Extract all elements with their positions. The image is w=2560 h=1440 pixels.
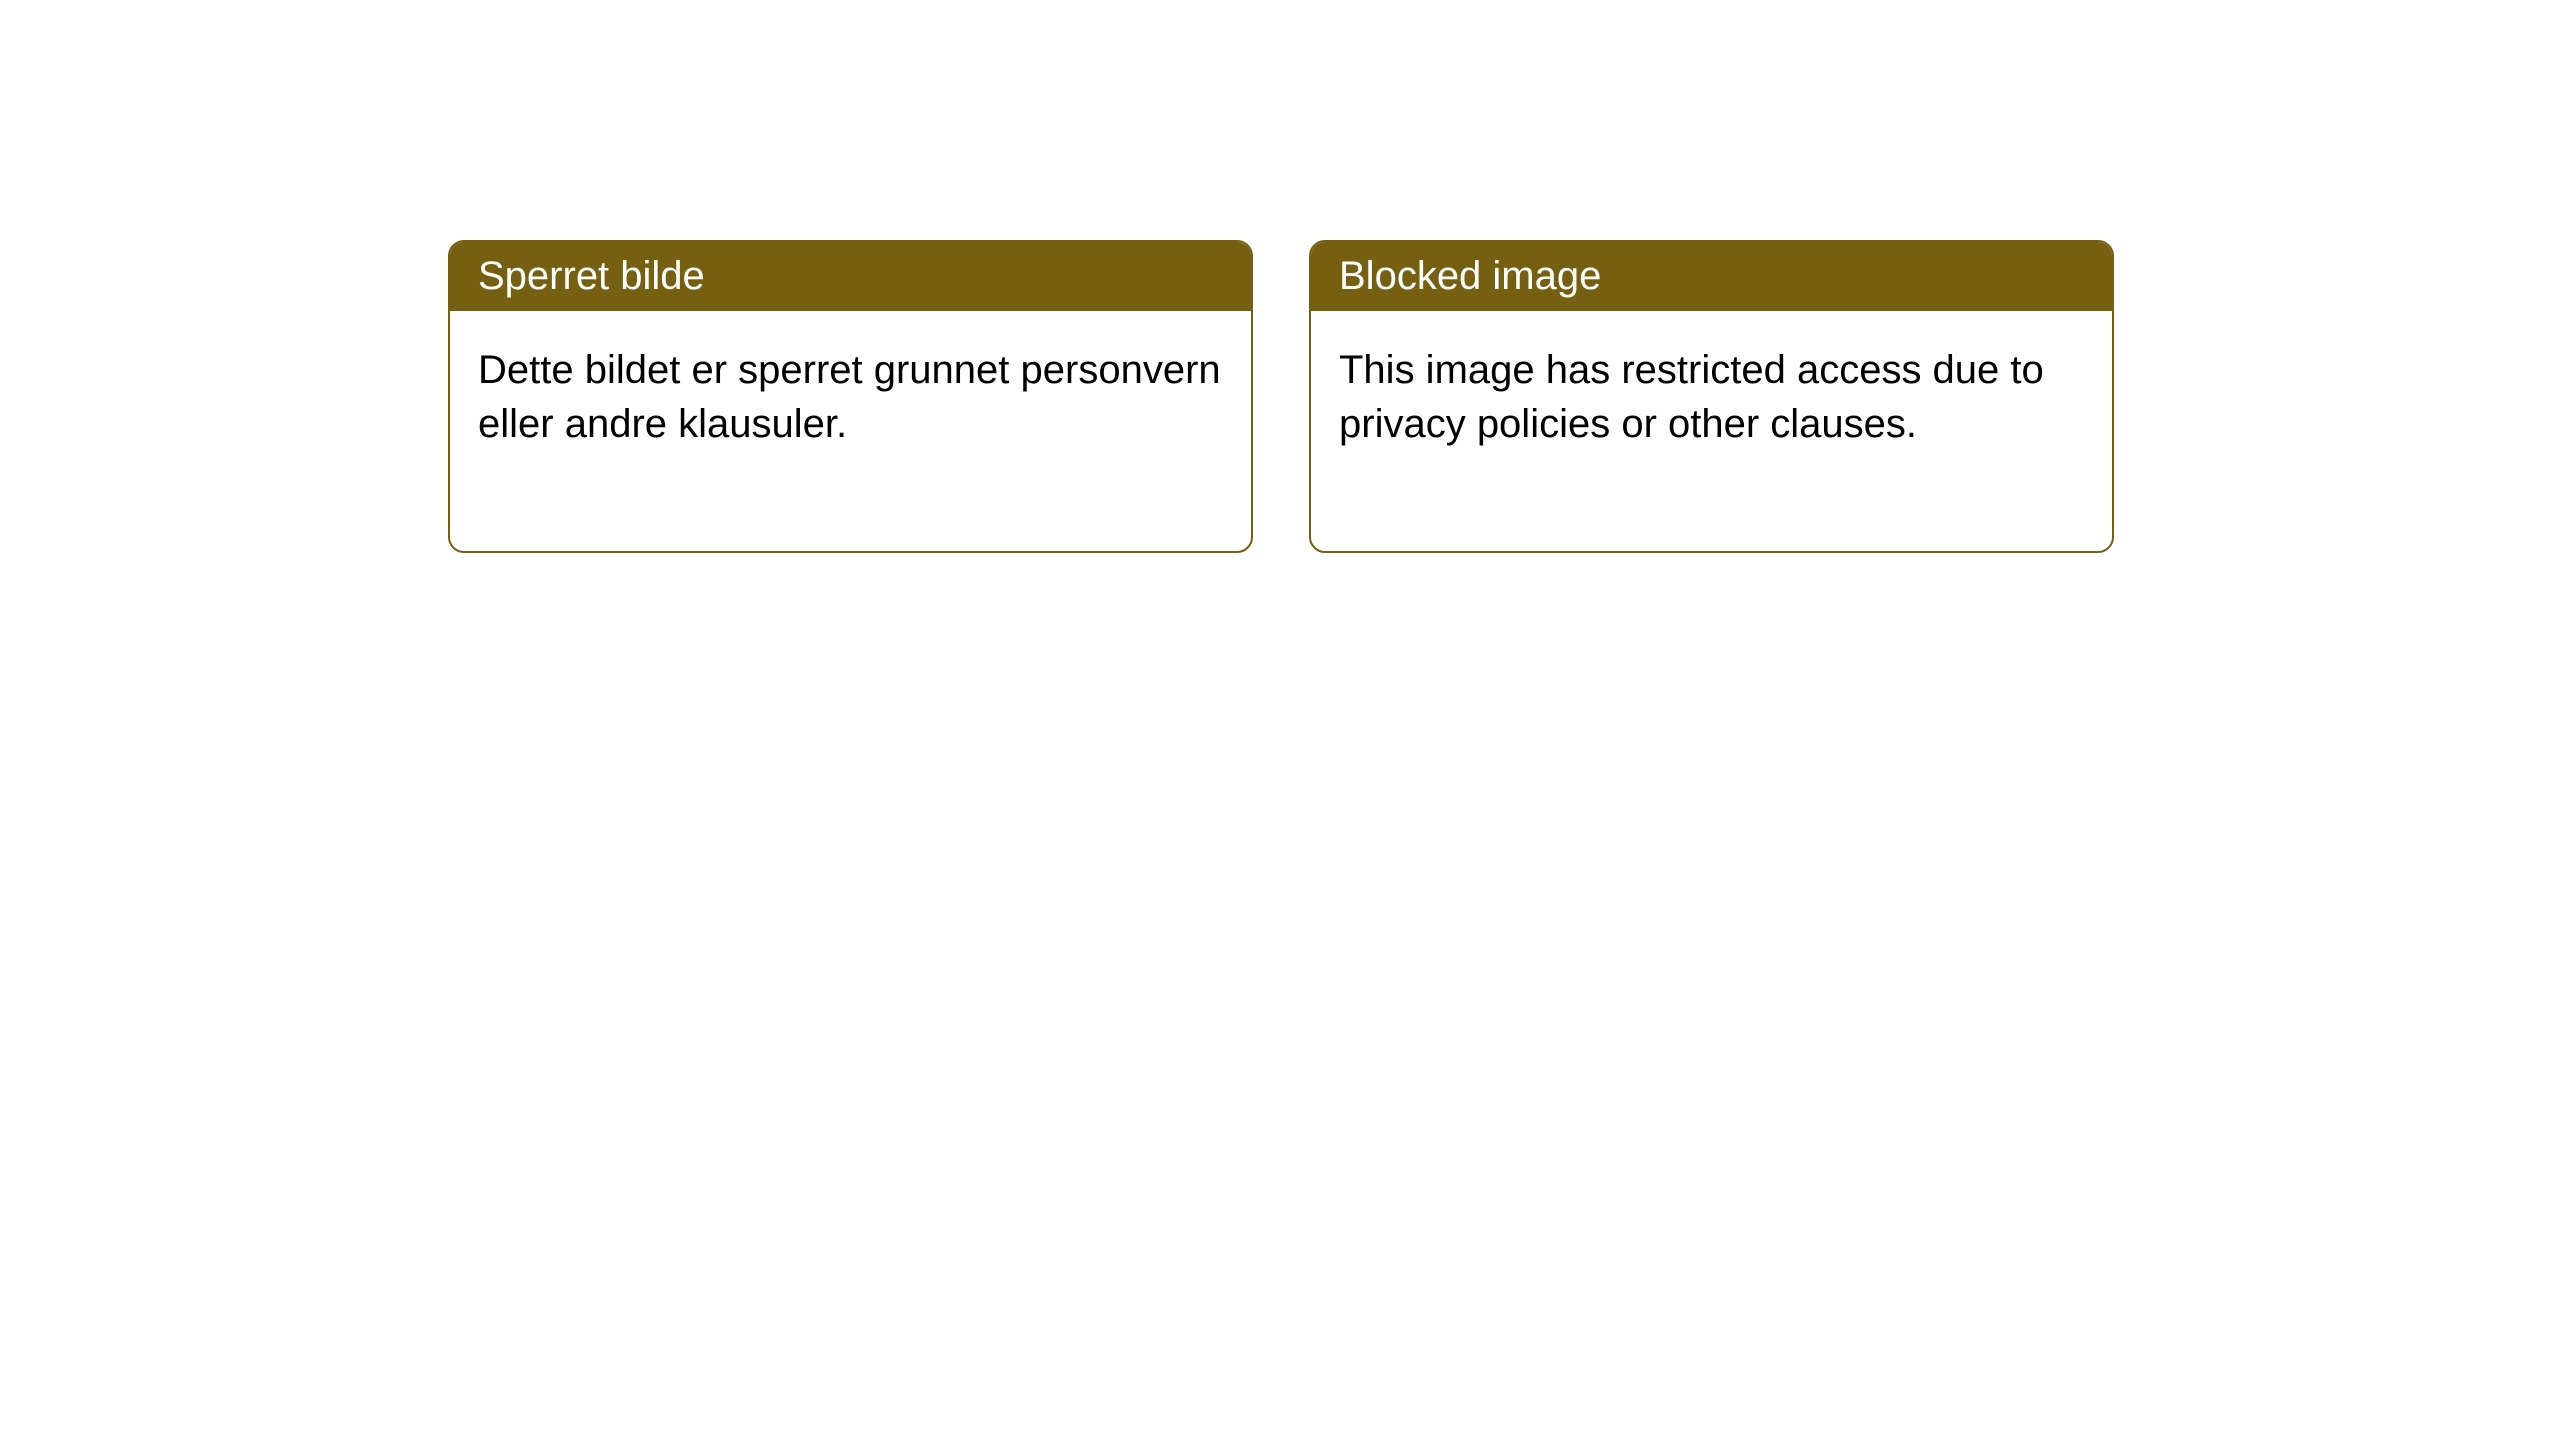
notice-body-norwegian: Dette bildet er sperret grunnet personve… — [450, 311, 1251, 551]
notice-body-english: This image has restricted access due to … — [1311, 311, 2112, 551]
notice-title-english: Blocked image — [1339, 254, 1601, 298]
notice-card-norwegian: Sperret bilde Dette bildet er sperret gr… — [448, 240, 1253, 553]
notice-title-norwegian: Sperret bilde — [478, 254, 705, 298]
notice-text-norwegian: Dette bildet er sperret grunnet personve… — [478, 348, 1221, 446]
notice-container: Sperret bilde Dette bildet er sperret gr… — [448, 240, 2114, 553]
notice-header-norwegian: Sperret bilde — [450, 242, 1251, 311]
notice-card-english: Blocked image This image has restricted … — [1309, 240, 2114, 553]
notice-text-english: This image has restricted access due to … — [1339, 348, 2044, 446]
notice-header-english: Blocked image — [1311, 242, 2112, 311]
